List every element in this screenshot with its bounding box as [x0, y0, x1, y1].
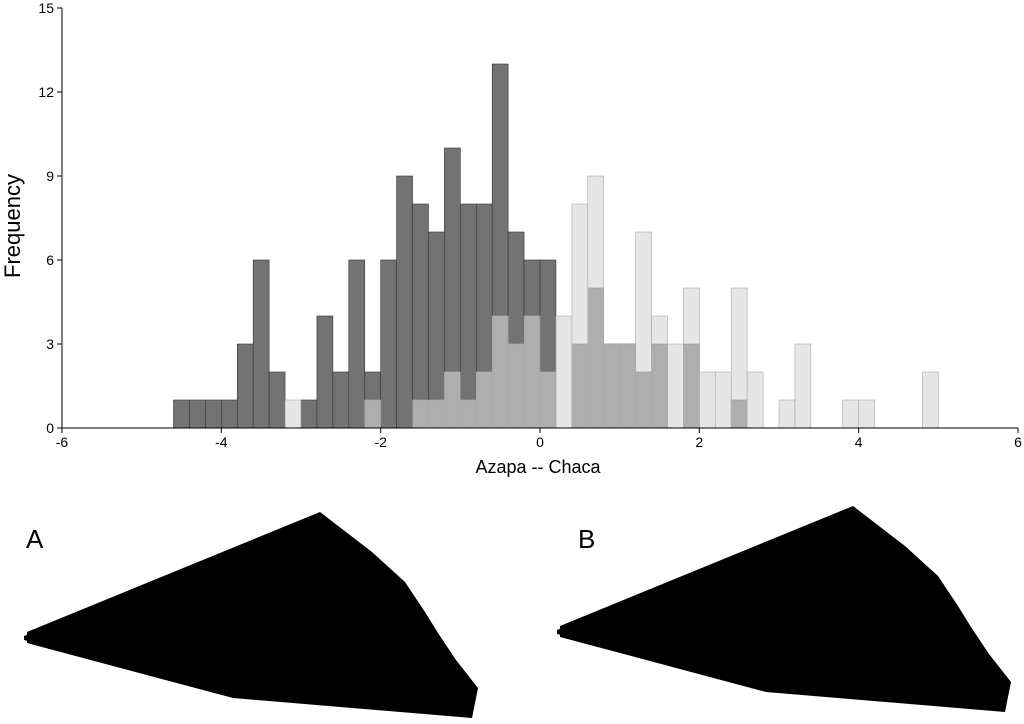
bar	[316, 315, 334, 429]
bar	[922, 371, 939, 429]
x-tick-label: 4	[855, 434, 863, 450]
bar	[268, 371, 286, 429]
bar	[555, 315, 573, 429]
bar	[460, 203, 477, 429]
y-tick-label: 9	[46, 168, 54, 184]
bar	[778, 399, 796, 429]
bar	[460, 399, 477, 429]
y-tick-label: 6	[46, 252, 54, 268]
bar	[475, 371, 493, 429]
bar	[173, 399, 190, 429]
bar	[396, 175, 413, 429]
bar	[714, 371, 732, 429]
x-tick-label: -2	[374, 434, 387, 450]
x-tick-label: 6	[1014, 434, 1022, 450]
bar	[380, 259, 397, 429]
x-tick-label: 0	[536, 434, 544, 450]
y-axis-label: Frequency	[0, 174, 25, 278]
bar	[252, 259, 270, 429]
bar	[619, 343, 636, 429]
bar	[746, 371, 764, 429]
bar	[491, 315, 509, 429]
bar	[284, 399, 302, 429]
bar	[507, 343, 525, 429]
panel-label: B	[578, 524, 595, 554]
y-tick-label: 0	[46, 420, 54, 436]
bar	[412, 203, 429, 429]
bar	[364, 399, 381, 429]
bar	[444, 371, 461, 429]
bar	[221, 399, 238, 429]
bar	[651, 315, 668, 429]
bar	[189, 399, 206, 429]
bar	[699, 371, 716, 429]
x-tick-label: -6	[56, 434, 69, 450]
bar	[842, 399, 859, 429]
bar	[794, 343, 812, 429]
bar	[412, 399, 429, 429]
x-tick-label: -4	[215, 434, 228, 450]
bar	[587, 175, 605, 429]
bar	[571, 203, 589, 429]
bar	[635, 231, 652, 429]
bar	[348, 259, 366, 429]
shape-diagram-a	[24, 512, 478, 718]
y-tick-label: 3	[46, 336, 54, 352]
bar	[300, 399, 318, 429]
bar	[236, 343, 254, 429]
x-tick-label: 2	[695, 434, 703, 450]
y-tick-label: 15	[38, 0, 54, 16]
bar	[858, 399, 875, 429]
bar	[332, 371, 350, 429]
panel-label: A	[26, 524, 44, 554]
shape-diagram-b	[557, 506, 1011, 712]
x-axis-label: Azapa -- Chaca	[475, 457, 601, 477]
bar	[523, 315, 541, 429]
y-tick-label: 12	[38, 84, 54, 100]
bar	[428, 231, 445, 429]
bar	[667, 343, 684, 429]
bar	[730, 287, 748, 429]
bar	[539, 371, 557, 429]
bar	[428, 399, 445, 429]
bar	[205, 399, 222, 429]
bar	[683, 287, 700, 429]
bar	[603, 343, 620, 429]
